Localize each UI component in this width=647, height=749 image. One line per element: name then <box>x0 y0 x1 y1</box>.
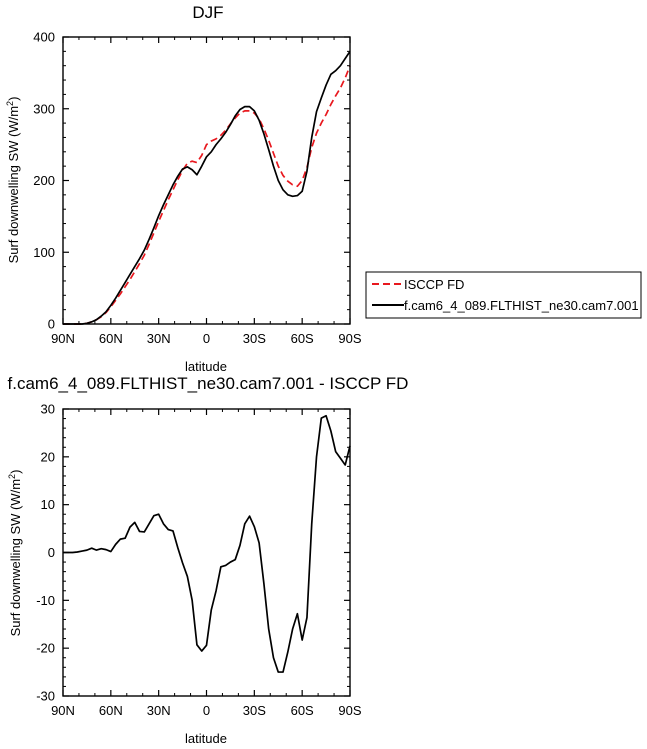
bottom-x-axis-label: latitude <box>185 731 227 746</box>
bottom-y-axis-label-text: Surf downwelling SW (W/m <box>8 479 23 636</box>
bottom-y-axis-label: Surf downwelling SW (W/m2) <box>7 470 23 637</box>
bottom-y-tick-label: 0 <box>48 545 55 560</box>
bottom-y-axis-label-superscript: 2 <box>7 474 17 479</box>
top-x-tick-label: 60N <box>99 331 123 346</box>
bottom-y-tick-label: 10 <box>41 497 55 512</box>
bottom-x-tick-label: 30S <box>243 703 266 718</box>
bottom-y-axis-label-close: ) <box>8 470 23 474</box>
bottom-x-tick-label: 90N <box>51 703 75 718</box>
bottom-y-tick-label: -10 <box>36 593 55 608</box>
top-x-tick-label: 60S <box>291 331 314 346</box>
top-chart-title: DJF <box>192 3 223 22</box>
top-panel: DJF 90N 60N 30N 0 30S 60S 90S 0 100 200 300 400 la… <box>5 3 642 374</box>
legend-label-cam: f.cam6_4_089.FLTHIST_ne30.cam7.001 <box>404 298 639 313</box>
top-x-tick-label: 0 <box>203 331 210 346</box>
bottom-plot-area <box>63 414 351 673</box>
top-y-tick-label: 300 <box>33 101 55 116</box>
top-x-axis: 90N 60N 30N 0 30S 60S 90S <box>51 37 362 346</box>
bottom-chart-title: f.cam6_4_089.FLTHIST_ne30.cam7.001 - ISC… <box>8 374 409 393</box>
top-y-axis-label-close: ) <box>6 97 21 101</box>
bottom-y-tick-label: 30 <box>41 402 55 417</box>
bottom-y-tick-label: -20 <box>36 641 55 656</box>
bottom-x-axis: 90N 60N 30N 0 30S 60S 90S <box>51 409 362 718</box>
bottom-series-line-0 <box>63 414 351 673</box>
bottom-y-tick-label: -30 <box>36 689 55 704</box>
bottom-y-tick-label: 20 <box>41 449 55 464</box>
bottom-x-tick-label: 90S <box>338 703 361 718</box>
top-plot-frame <box>62 36 351 325</box>
top-y-axis-label: Surf downwelling SW (W/m2) <box>5 97 21 264</box>
top-series-line-0 <box>63 65 351 325</box>
top-y-tick-label: 0 <box>48 317 55 332</box>
top-x-tick-label: 90N <box>51 331 75 346</box>
bottom-y-axis: -30 -20 -10 0 10 20 30 <box>36 402 350 704</box>
top-y-tick-label: 200 <box>33 173 55 188</box>
top-y-tick-label: 100 <box>33 245 55 260</box>
top-y-axis-label-superscript: 2 <box>5 101 15 106</box>
top-series-line-1 <box>63 50 351 325</box>
top-plot-area <box>63 50 351 325</box>
top-y-axis-label-text: Surf downwelling SW (W/m <box>6 106 21 263</box>
top-x-tick-label: 90S <box>338 331 361 346</box>
bottom-x-tick-label: 60N <box>99 703 123 718</box>
bottom-x-tick-label: 30N <box>147 703 171 718</box>
top-x-axis-label: latitude <box>185 359 227 374</box>
bottom-x-tick-label: 0 <box>203 703 210 718</box>
top-x-tick-label: 30S <box>243 331 266 346</box>
top-x-tick-label: 30N <box>147 331 171 346</box>
bottom-panel: f.cam6_4_089.FLTHIST_ne30.cam7.001 - ISC… <box>7 374 408 746</box>
bottom-x-tick-label: 60S <box>291 703 314 718</box>
legend: ISCCP FD f.cam6_4_089.FLTHIST_ne30.cam7.… <box>365 271 642 319</box>
legend-label-isccp: ISCCP FD <box>404 277 464 292</box>
top-y-axis: 0 100 200 300 400 <box>33 30 350 332</box>
legend-frame <box>365 271 642 319</box>
top-y-tick-label: 400 <box>33 30 55 45</box>
bottom-plot-frame <box>62 408 351 697</box>
